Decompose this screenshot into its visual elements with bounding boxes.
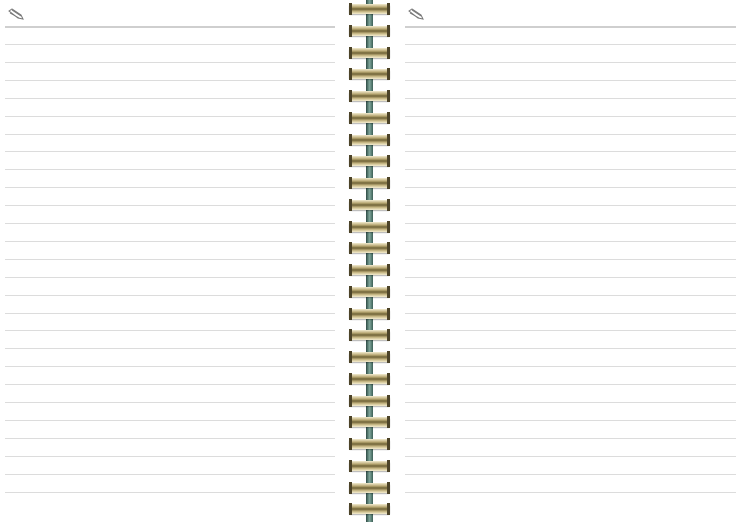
ruled-line xyxy=(5,402,335,403)
spine xyxy=(366,0,373,522)
spiral-ring xyxy=(349,307,390,320)
spiral-ring xyxy=(349,372,390,385)
spiral-ring xyxy=(349,3,390,15)
ruled-line xyxy=(405,61,736,63)
ruled-line xyxy=(5,258,335,260)
ruled-line xyxy=(5,491,335,493)
header-line xyxy=(405,26,736,28)
ruled-line xyxy=(405,79,736,81)
ruled-line xyxy=(5,312,335,314)
ruled-line xyxy=(405,205,736,207)
ruled-line xyxy=(405,294,736,296)
ruled-line xyxy=(405,348,736,350)
ruled-line xyxy=(405,491,736,493)
ruled-line xyxy=(405,402,736,403)
ruled-line xyxy=(405,240,736,242)
spiral-ring xyxy=(349,481,390,494)
ruled-line xyxy=(5,419,335,421)
ruled-line xyxy=(405,44,736,45)
ruled-line xyxy=(5,384,335,386)
spiral-ring xyxy=(349,24,390,37)
ruled-line xyxy=(405,169,736,171)
pencil-icon[interactable] xyxy=(407,8,425,20)
pencil-icon[interactable] xyxy=(7,8,25,20)
ruled-line xyxy=(5,223,335,224)
ruled-line xyxy=(5,330,335,332)
spiral-ring xyxy=(349,264,390,276)
ruled-line xyxy=(5,133,335,135)
spiral-ring xyxy=(349,503,390,516)
ruled-line xyxy=(405,258,736,260)
right-page[interactable] xyxy=(400,0,736,522)
spiral-ring xyxy=(349,416,390,429)
ruled-line xyxy=(405,384,736,386)
ruled-line xyxy=(5,61,335,63)
ruled-line xyxy=(5,240,335,242)
ruled-line xyxy=(405,330,736,332)
spiral-ring xyxy=(349,46,390,59)
spiral-ring xyxy=(349,351,390,363)
ruled-line xyxy=(5,455,335,457)
ruled-line xyxy=(405,187,736,189)
ruled-line xyxy=(405,133,736,135)
spiral-ring xyxy=(349,155,390,168)
spiral-ring xyxy=(349,220,390,233)
ruled-line xyxy=(5,276,335,278)
ruled-line xyxy=(5,294,335,296)
header-line xyxy=(5,26,335,28)
spiral-ring xyxy=(349,459,390,472)
ruled-line xyxy=(405,455,736,457)
ruled-line xyxy=(5,348,335,350)
ruled-line xyxy=(5,366,335,368)
ruled-line xyxy=(5,205,335,207)
ruled-line xyxy=(5,187,335,189)
ruled-line xyxy=(5,437,335,439)
spiral-ring xyxy=(349,111,390,124)
spiral-ring xyxy=(349,242,390,255)
spiral-ring xyxy=(349,68,390,81)
spiral-ring xyxy=(349,329,390,342)
spiral-ring xyxy=(349,285,390,298)
ruled-line xyxy=(5,79,335,81)
spiral-ring xyxy=(349,133,390,146)
spiral-ring xyxy=(349,177,390,189)
ruled-line xyxy=(405,223,736,224)
left-page[interactable] xyxy=(0,0,340,522)
spiral-ring xyxy=(349,394,390,407)
ruled-line xyxy=(5,151,335,153)
ruled-line xyxy=(405,419,736,421)
ruled-line xyxy=(405,276,736,278)
ruled-line xyxy=(5,97,335,99)
ruled-line xyxy=(405,97,736,99)
ruled-line xyxy=(405,312,736,314)
ruled-line xyxy=(405,366,736,368)
ruled-line xyxy=(405,437,736,439)
spiral-ring xyxy=(349,438,390,450)
ruled-line xyxy=(5,115,335,117)
ruled-line xyxy=(5,473,335,475)
ruled-line xyxy=(5,44,335,45)
spiral-ring xyxy=(349,90,390,102)
spiral-ring xyxy=(349,198,390,211)
ruled-line xyxy=(405,115,736,117)
ruled-line xyxy=(405,473,736,475)
ruled-line xyxy=(405,151,736,153)
ruled-line xyxy=(5,169,335,171)
